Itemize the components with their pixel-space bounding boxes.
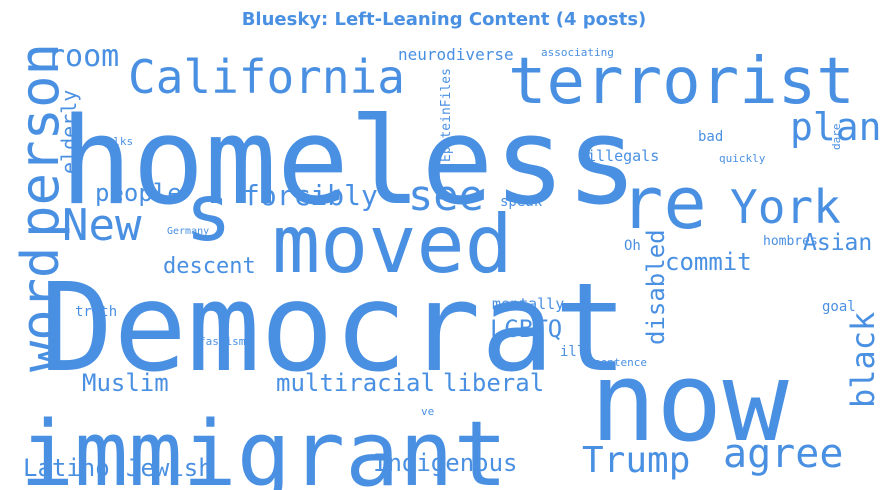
word-forcibly: forcibly — [243, 179, 378, 212]
word-agree: agree — [723, 431, 843, 477]
chart-title: Bluesky: Left-Leaning Content (4 posts) — [242, 9, 647, 30]
word-speak: speak — [500, 194, 543, 210]
word-bad: bad — [698, 129, 723, 145]
word-ill: ill — [560, 344, 585, 360]
word-associating: associating — [541, 46, 614, 59]
word-asian: Asian — [803, 230, 872, 256]
word-germany: Germany — [167, 226, 209, 237]
word-commit: commit — [665, 248, 752, 276]
word-re: re — [620, 161, 707, 245]
word-illegals: illegals — [587, 147, 659, 165]
word-descent: descent — [163, 254, 256, 279]
word-liberal: liberal — [443, 369, 544, 397]
word-democrat: Democrat — [40, 257, 628, 399]
word-ve: ve — [421, 405, 434, 418]
word-neurodiverse: neurodiverse — [398, 45, 514, 64]
word-person: person — [8, 43, 71, 238]
word-room: room — [47, 39, 119, 74]
word-trump: Trump — [582, 440, 690, 481]
word-jewish: Jewish — [126, 454, 213, 482]
word-lgbtq: LGBTQ — [490, 315, 562, 343]
word-people: people — [95, 179, 182, 207]
word-immigrant: immigrant — [20, 402, 508, 490]
word-muslim: Muslim — [82, 369, 169, 397]
word-moved: moved — [272, 198, 513, 291]
word-s: s — [185, 169, 232, 259]
word-oh: Oh — [624, 238, 641, 254]
word-mentally: mentally — [492, 295, 564, 313]
word-word: word — [11, 247, 71, 372]
word-now: now — [590, 338, 789, 466]
word-disabled: disabled — [642, 229, 670, 345]
word-hombres: hombres — [763, 234, 818, 249]
word-california: California — [128, 50, 405, 104]
word-latino: Latino — [23, 454, 110, 482]
word-truth: truth — [75, 304, 117, 320]
word-plan: plan — [790, 105, 882, 149]
word-elderly: elderly — [57, 90, 81, 174]
word-terrorist: terrorist — [508, 45, 855, 119]
word-fascism: fascism — [199, 335, 246, 348]
word-new: New — [62, 200, 142, 251]
word-dare: dare — [830, 124, 843, 151]
word-york: York — [730, 180, 841, 234]
word-sentence: sentence — [594, 356, 647, 369]
word-folks: folks — [100, 135, 133, 148]
word-homeless: homeless — [60, 93, 638, 232]
word-epsteinfiles: EpsteinFiles — [439, 68, 454, 162]
word-black: black — [844, 312, 882, 408]
word-see: see — [408, 171, 484, 220]
word-multiracial: multiracial — [276, 369, 435, 397]
word-quickly: quickly — [719, 152, 766, 165]
word-goal: goal — [822, 299, 856, 315]
word-indigenous: Indigenous — [373, 449, 518, 477]
